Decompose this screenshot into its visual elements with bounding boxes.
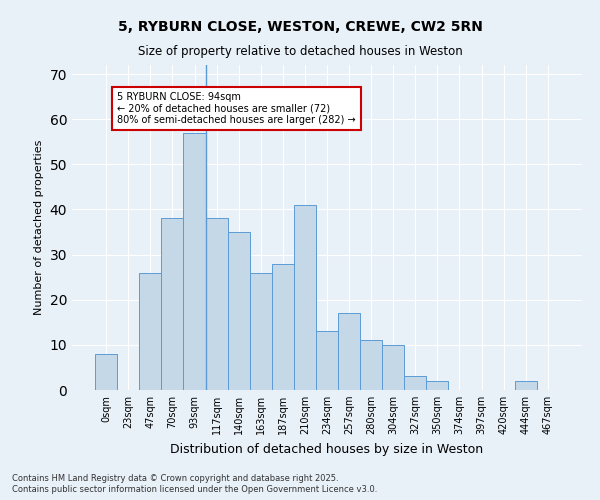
Text: 5 RYBURN CLOSE: 94sqm
← 20% of detached houses are smaller (72)
80% of semi-deta: 5 RYBURN CLOSE: 94sqm ← 20% of detached …: [117, 92, 356, 126]
Bar: [338, 314, 360, 390]
Bar: [404, 376, 427, 390]
Bar: [206, 218, 227, 390]
Bar: [427, 381, 448, 390]
Bar: [161, 218, 184, 390]
Bar: [316, 332, 338, 390]
Bar: [184, 132, 206, 390]
Bar: [294, 205, 316, 390]
Bar: [515, 381, 537, 390]
Bar: [139, 272, 161, 390]
Bar: [250, 272, 272, 390]
X-axis label: Distribution of detached houses by size in Weston: Distribution of detached houses by size …: [170, 442, 484, 456]
Y-axis label: Number of detached properties: Number of detached properties: [34, 140, 44, 315]
Bar: [382, 345, 404, 390]
Bar: [227, 232, 250, 390]
Text: Size of property relative to detached houses in Weston: Size of property relative to detached ho…: [137, 45, 463, 58]
Bar: [360, 340, 382, 390]
Bar: [95, 354, 117, 390]
Text: Contains HM Land Registry data © Crown copyright and database right 2025.
Contai: Contains HM Land Registry data © Crown c…: [12, 474, 377, 494]
Bar: [272, 264, 294, 390]
Text: 5, RYBURN CLOSE, WESTON, CREWE, CW2 5RN: 5, RYBURN CLOSE, WESTON, CREWE, CW2 5RN: [118, 20, 482, 34]
